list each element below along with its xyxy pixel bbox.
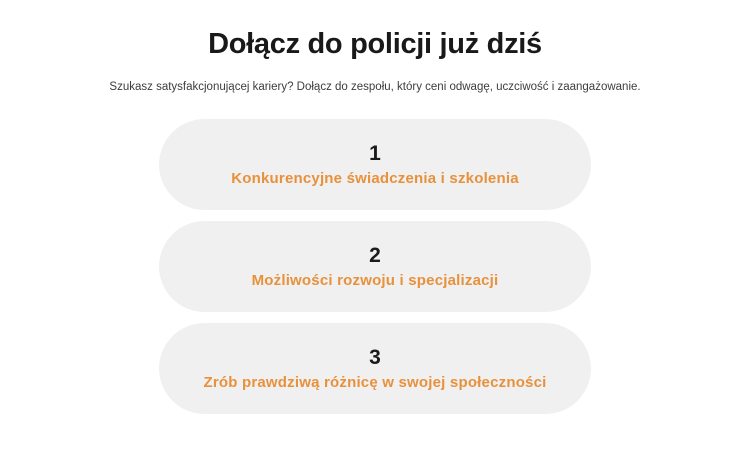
benefit-number: 3	[369, 345, 381, 369]
benefit-number: 2	[369, 243, 381, 267]
benefits-list: 1 Konkurencyjne świadczenia i szkolenia …	[159, 118, 591, 414]
section-title: Dołącz do policji już dziś	[208, 28, 542, 60]
benefit-label: Zrób prawdziwą różnicę w swojej społeczn…	[203, 373, 547, 391]
benefit-card: 2 Możliwości rozwoju i specjalizacji	[159, 220, 591, 312]
section-subtitle: Szukasz satysfakcjonującej kariery? Dołą…	[109, 81, 641, 94]
benefit-card: 3 Zrób prawdziwą różnicę w swojej społec…	[159, 322, 591, 414]
benefit-card: 1 Konkurencyjne świadczenia i szkolenia	[159, 118, 591, 210]
benefit-label: Możliwości rozwoju i specjalizacji	[251, 271, 499, 289]
benefit-label: Konkurencyjne świadczenia i szkolenia	[231, 169, 519, 187]
join-police-section: Dołącz do policji już dziś Szukasz satys…	[109, 28, 641, 414]
benefit-number: 1	[369, 141, 381, 165]
